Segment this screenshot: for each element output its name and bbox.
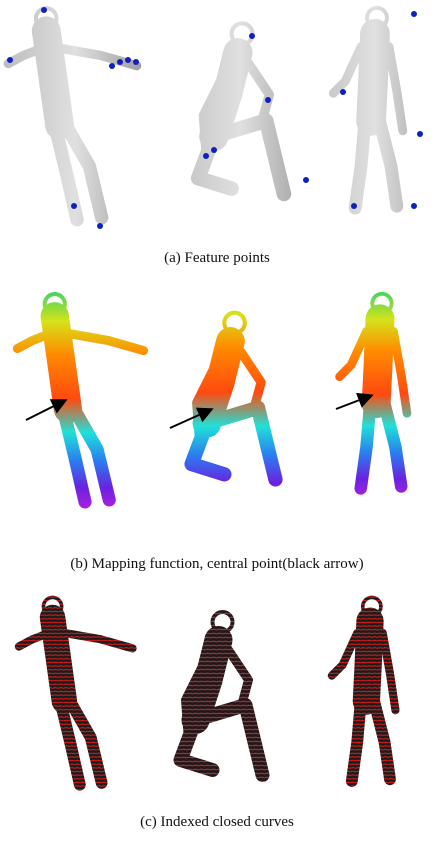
panel-b: (b) Mapping function, central point(blac… bbox=[17, 301, 407, 572]
curve-figure bbox=[332, 605, 396, 781]
curve-figure bbox=[181, 620, 263, 775]
mapped-figure bbox=[192, 321, 276, 480]
mapped-figure bbox=[340, 301, 407, 488]
caption: (a) Feature points bbox=[164, 250, 270, 266]
mesh-figure bbox=[8, 16, 136, 219]
panel-c: (c) Indexed closed curves bbox=[19, 605, 396, 830]
mapped-figure bbox=[17, 302, 143, 502]
figure: (a) Feature points (b) Mapping function,… bbox=[0, 0, 434, 844]
caption: (c) Indexed closed curves bbox=[140, 814, 294, 830]
panel-a: (a) Feature points bbox=[7, 7, 423, 266]
page: (a) Feature points (b) Mapping function,… bbox=[0, 0, 434, 844]
curve-figure bbox=[19, 605, 133, 785]
mesh-figure bbox=[333, 16, 402, 208]
caption: (b) Mapping function, central point(blac… bbox=[70, 556, 363, 572]
mesh-figure bbox=[198, 32, 284, 194]
